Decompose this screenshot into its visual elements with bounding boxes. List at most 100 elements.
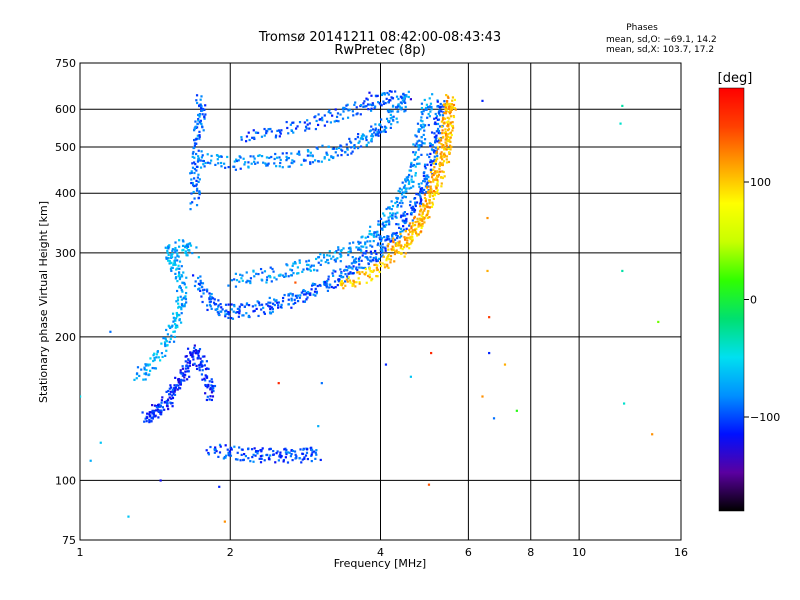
trace-point-O-lower-F <box>380 255 383 258</box>
trace-point-E-spread <box>197 256 200 259</box>
trace-point-O-lower-F <box>434 162 438 166</box>
trace-point-multi-hop-upper <box>253 157 256 160</box>
trace-point-O-lower-F <box>209 305 212 308</box>
trace-point-O-upper-F <box>414 144 417 147</box>
trace-point-multi-hop-top <box>254 131 258 134</box>
trace-point-lower-E <box>144 417 147 420</box>
trace-point-multi-hop-top <box>331 114 334 117</box>
trace-point-X-upper-F <box>448 105 451 108</box>
trace-point-E-spread <box>180 308 183 311</box>
trace-point-O-lower-F <box>405 220 408 223</box>
trace-point-multi-hop-upper <box>273 157 276 161</box>
trace-point-multi-hop-top <box>274 134 278 137</box>
trace-point-sporadic-E <box>250 448 254 451</box>
trace-point-O-upper-F <box>414 134 417 137</box>
trace-point-E-spread <box>175 268 178 271</box>
trace-point-lower-E <box>200 373 203 376</box>
trace-point-E-spread <box>185 286 188 289</box>
trace-point-multi-hop-vertical <box>200 107 203 110</box>
trace-point-O-upper-F <box>334 260 337 263</box>
trace-point-lower-E <box>189 353 192 357</box>
trace-point-O-upper-F <box>319 263 322 266</box>
trace-point-O-upper-F <box>234 285 238 288</box>
trace-point-E-spread <box>178 245 181 248</box>
trace-point-E-spread <box>168 259 171 263</box>
trace-point-X-upper-F <box>399 232 402 236</box>
trace-point-multi-hop-upper <box>405 95 408 98</box>
trace-point-O-lower-F <box>217 305 220 308</box>
trace-point-O-lower-F <box>430 131 434 134</box>
trace-point-multi-hop-upper <box>302 159 306 162</box>
trace-point-O-upper-F <box>384 220 387 224</box>
trace-point-E-spread <box>176 279 179 283</box>
trace-point-multi-hop-top <box>363 105 366 108</box>
trace-point-E-spread <box>153 358 156 362</box>
trace-point-O-upper-F <box>360 245 363 248</box>
trace-point-X-upper-F <box>387 242 390 246</box>
trace-point-O-upper-F <box>270 280 273 283</box>
trace-point-O-upper-F <box>390 208 393 211</box>
trace-point-lower-E <box>193 362 196 365</box>
trace-point-multi-hop-upper <box>274 152 277 156</box>
trace-point-multi-hop-upper <box>258 154 261 157</box>
trace-point-lower-E <box>189 351 192 354</box>
trace-point-O-upper-F <box>315 257 318 261</box>
trace-point-O-upper-F <box>430 108 433 111</box>
trace-point-O-lower-F <box>203 288 206 291</box>
trace-point-O-lower-F <box>381 250 384 253</box>
trace-point-O-lower-F <box>357 259 361 263</box>
trace-point-O-lower-F <box>191 274 195 277</box>
trace-point-O-upper-F <box>401 201 404 205</box>
trace-point-O-lower-F <box>233 305 236 308</box>
trace-point-multi-hop-upper <box>261 155 264 158</box>
trace-point-O-lower-F <box>354 257 358 260</box>
trace-point-O-lower-F <box>208 296 211 300</box>
trace-point-E-spread <box>181 244 185 248</box>
trace-point-O-lower-F <box>275 299 278 302</box>
trace-point-E-spread <box>174 277 177 280</box>
trace-point-multi-hop-top <box>369 109 373 112</box>
trace-point-multi-hop-vertical <box>195 138 198 141</box>
trace-point-X-lower-F <box>433 194 437 197</box>
trace-point-O-lower-F <box>325 286 328 289</box>
trace-point-sporadic-E <box>252 453 255 456</box>
trace-point-O-upper-F <box>401 191 405 194</box>
trace-point-X-upper-F <box>410 225 413 228</box>
trace-point-E-spread <box>169 268 173 271</box>
trace-point-multi-hop-top <box>289 123 292 126</box>
trace-point-X-upper-F <box>434 170 437 173</box>
trace-point-O-upper-F <box>428 97 431 100</box>
trace-point-O-lower-F <box>420 187 424 190</box>
trace-point-lower-E <box>191 355 194 358</box>
trace-point-O-lower-F <box>438 112 441 115</box>
trace-point-O-upper-F <box>319 253 322 256</box>
trace-point-O-lower-F <box>220 306 223 309</box>
trace-point-multi-hop-vertical <box>195 99 198 102</box>
trace-point-O-lower-F <box>237 315 240 318</box>
trace-point-E-spread <box>178 272 181 276</box>
trace-point-sporadic-E <box>315 453 318 456</box>
trace-point-multi-hop-upper <box>210 159 213 162</box>
trace-point-sporadic-E <box>293 450 297 453</box>
trace-point-O-lower-F <box>439 106 442 109</box>
scatter-point <box>481 99 484 102</box>
trace-point-E-spread <box>153 356 156 360</box>
trace-point-O-lower-F <box>443 100 446 103</box>
trace-point-multi-hop-vertical <box>192 161 196 164</box>
trace-point-X-upper-F <box>407 233 410 236</box>
trace-point-multi-hop-top <box>251 136 254 139</box>
trace-point-X-upper-F <box>399 247 402 250</box>
trace-point-X-lower-F <box>363 272 366 276</box>
trace-point-O-upper-F <box>420 136 423 139</box>
trace-point-O-lower-F <box>360 259 363 262</box>
trace-point-lower-E <box>206 395 209 398</box>
trace-point-multi-hop-upper <box>227 166 230 169</box>
trace-point-sporadic-E <box>215 450 218 453</box>
trace-point-O-lower-F <box>396 235 399 238</box>
scatter-point <box>317 425 320 428</box>
trace-point-multi-hop-top <box>327 110 330 114</box>
trace-point-lower-E <box>148 411 151 414</box>
scatter-point <box>409 375 412 378</box>
trace-point-lower-E <box>205 360 208 363</box>
trace-point-O-upper-F <box>310 264 313 267</box>
